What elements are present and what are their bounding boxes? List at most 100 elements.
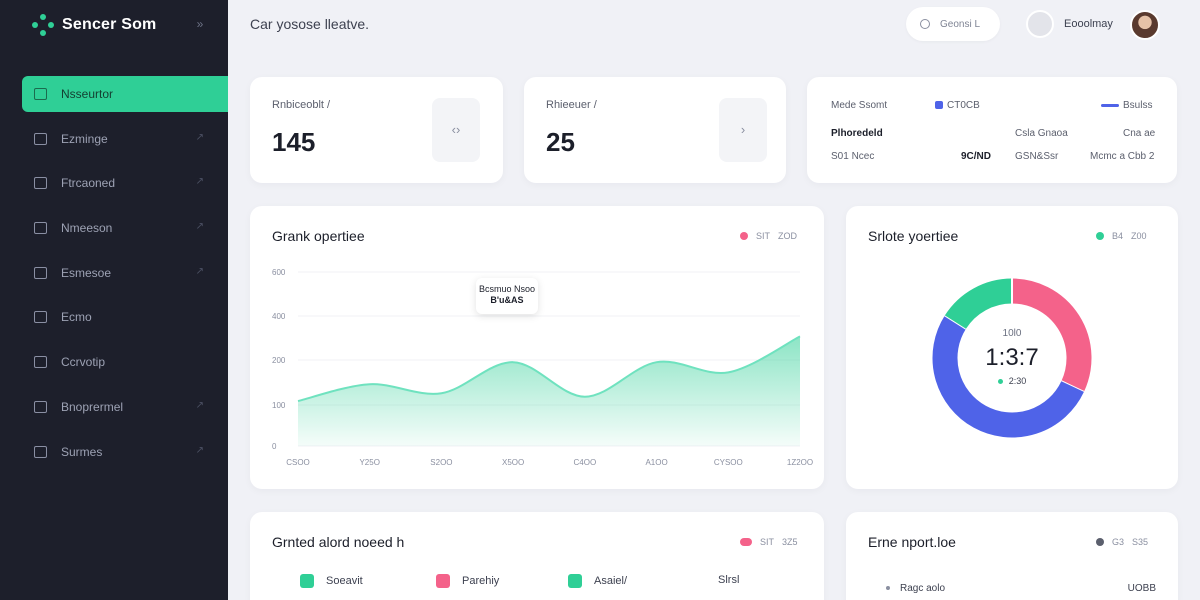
summary-row-label: Plhoredeld (831, 128, 883, 139)
legend-dot (740, 538, 752, 546)
line-chart-card: Grank opertiee SIT ZOD 600 400 200 100 0 CSOO… (250, 206, 824, 489)
brand[interactable]: Sencer Som (32, 12, 156, 38)
arrow-icon: ↗ (195, 221, 204, 233)
sidebar-item-9[interactable]: Surmes ↗ (22, 434, 228, 470)
arrow-icon: ↗ (195, 176, 204, 188)
sidebar-item-4[interactable]: Nmeeson ↗ (22, 210, 228, 246)
y-tick-label: 100 (272, 401, 286, 410)
sidebar-item-label: Ezminge (61, 131, 108, 146)
sidebar-item-label: Ecmo (61, 310, 92, 325)
brand-logo-icon (32, 14, 54, 36)
donut-segment (932, 315, 1084, 438)
donut-segment (944, 278, 1013, 330)
status-dot (997, 379, 1003, 385)
pill-label: Parehiy (462, 575, 500, 587)
swatch (436, 574, 450, 588)
list-item[interactable]: Ragc aolo UOBB (886, 578, 1156, 598)
x-tick-label: CYSOO (714, 458, 743, 467)
folder-icon (34, 222, 47, 235)
sidebar-item-label: Bnoprermel (61, 399, 124, 414)
summary-title: Mede Ssomt (831, 100, 888, 111)
legend-label: B4 (1112, 231, 1124, 241)
legend-dot (1096, 538, 1104, 546)
stat-card-2: Rhieeuer / 25 › (524, 77, 786, 183)
card-title: Srlote yoertiee (868, 228, 959, 244)
summary-row-right: Mcmc a Cbb 2 (1090, 151, 1155, 162)
arrow-icon: ↗ (195, 444, 204, 456)
search-text: Geonsi L (940, 18, 981, 30)
sidebar-item-label: Surmes (61, 444, 103, 459)
arrow-icon: ↗ (195, 399, 204, 411)
summary-row-right: Cna ae (1123, 128, 1156, 139)
calendar-icon (34, 177, 47, 190)
bullet-icon (886, 585, 890, 590)
sidebar-item-7[interactable]: Ccrvotip (22, 344, 228, 380)
summary-legend-left: CT0CB (935, 100, 980, 111)
card-title: Erne nport.loe (868, 534, 956, 550)
list-icon (34, 356, 47, 369)
card-title: Grank opertiee (272, 228, 365, 244)
sidebar-item-label: Ftrcaoned (61, 176, 116, 191)
bottom-left-card: Grnted alord noeed h SIT 3Z5 Soeavit Par… (250, 512, 824, 600)
sidebar-nav: Nsseurtor Ezminge ↗ Ftrcaoned ↗ Nmeeson ↗ E… (0, 76, 228, 478)
sidebar-item-label: Esmesoe (61, 265, 112, 280)
sidebar-item-8[interactable]: Bnoprermel ↗ (22, 389, 228, 425)
category-pill[interactable]: Soeavit (300, 574, 363, 588)
sidebar-item-3[interactable]: Ftrcaoned ↗ (22, 165, 228, 201)
image-icon (34, 132, 47, 145)
legend-dot (740, 232, 748, 240)
legend-label: CT0CB (947, 100, 980, 111)
sidebar-item-2[interactable]: Ezminge ↗ (22, 121, 228, 157)
sidebar-item-1[interactable]: Nsseurtor (22, 76, 228, 112)
summary-legend-right: Bsulss (1101, 100, 1152, 111)
category-pill[interactable]: Parehiy (436, 574, 499, 588)
x-tick-label: CSOO (286, 458, 310, 467)
swatch (568, 574, 582, 588)
legend-label: ZOD (778, 231, 798, 241)
chevron-right-icon[interactable]: › (719, 98, 767, 162)
stat-label: Rhieeuer / (546, 99, 597, 111)
legend-label: SIT (756, 231, 771, 241)
chart-icon (34, 266, 47, 279)
donut-center-sub-text: 2:30 (1008, 376, 1027, 386)
page-title: Car yosose lleatve. (250, 16, 370, 32)
profile-name[interactable]: Eooolmay (1064, 18, 1113, 30)
sidebar-item-5[interactable]: Esmesoe ↗ (22, 255, 228, 291)
pill-label: Asaiel/ (594, 575, 628, 587)
area-chart: 600 400 200 100 0 CSOO Y25O S2OO X5OO C4OO A1OO CYS… (272, 268, 813, 467)
summary-row-mid: GSN&Ssr (1015, 151, 1059, 162)
chart-legend: B4 Z00 (1096, 231, 1147, 241)
collapse-sidebar-icon[interactable]: » (196, 17, 204, 31)
avatar[interactable] (1130, 10, 1160, 40)
donut-center-value: 1:3:7 (985, 344, 1039, 371)
brand-name: Sencer Som (62, 16, 157, 33)
stat-label: Rnbiceoblt / (272, 99, 331, 111)
legend-line (1101, 103, 1119, 107)
donut-segment (1011, 278, 1092, 392)
donut-center-sub: 2:30 (846, 376, 1178, 386)
settings-icon (34, 400, 47, 413)
tooltip-line: Bcsmuo Nsoo (478, 284, 536, 294)
summary-card: Mede Ssomt CT0CB Bsulss Plhoredeld Csla … (807, 77, 1177, 183)
sidebar-item-6[interactable]: Ecmo (22, 299, 228, 335)
code-icon[interactable]: ‹› (432, 98, 480, 162)
category-pill[interactable]: Asaiel/ (568, 574, 627, 588)
summary-row-bold: 9C/ND (961, 151, 992, 162)
card-title: Grnted alord noeed h (272, 534, 405, 550)
box-icon (34, 311, 47, 324)
secondary-avatar[interactable] (1026, 10, 1054, 38)
x-tick-label: S2OO (430, 458, 452, 467)
summary-row-label: S01 Ncec (831, 151, 875, 162)
legend-label: 3Z5 (782, 537, 798, 547)
list-item-label: Ragc aolo (900, 582, 946, 594)
x-tick-label: C4OO (574, 458, 597, 467)
search-box[interactable]: Geonsi L (906, 7, 1000, 41)
chart-legend: SIT 3Z5 (740, 537, 798, 547)
arrow-icon: ↗ (195, 131, 204, 143)
search-icon (920, 19, 930, 29)
x-tick-label: A1OO (645, 458, 667, 467)
bookmark-icon (34, 445, 47, 458)
arrow-icon: ↗ (195, 265, 204, 277)
summary-row-mid: Csla Gnaoa (1015, 128, 1068, 139)
donut-chart (932, 278, 1092, 438)
